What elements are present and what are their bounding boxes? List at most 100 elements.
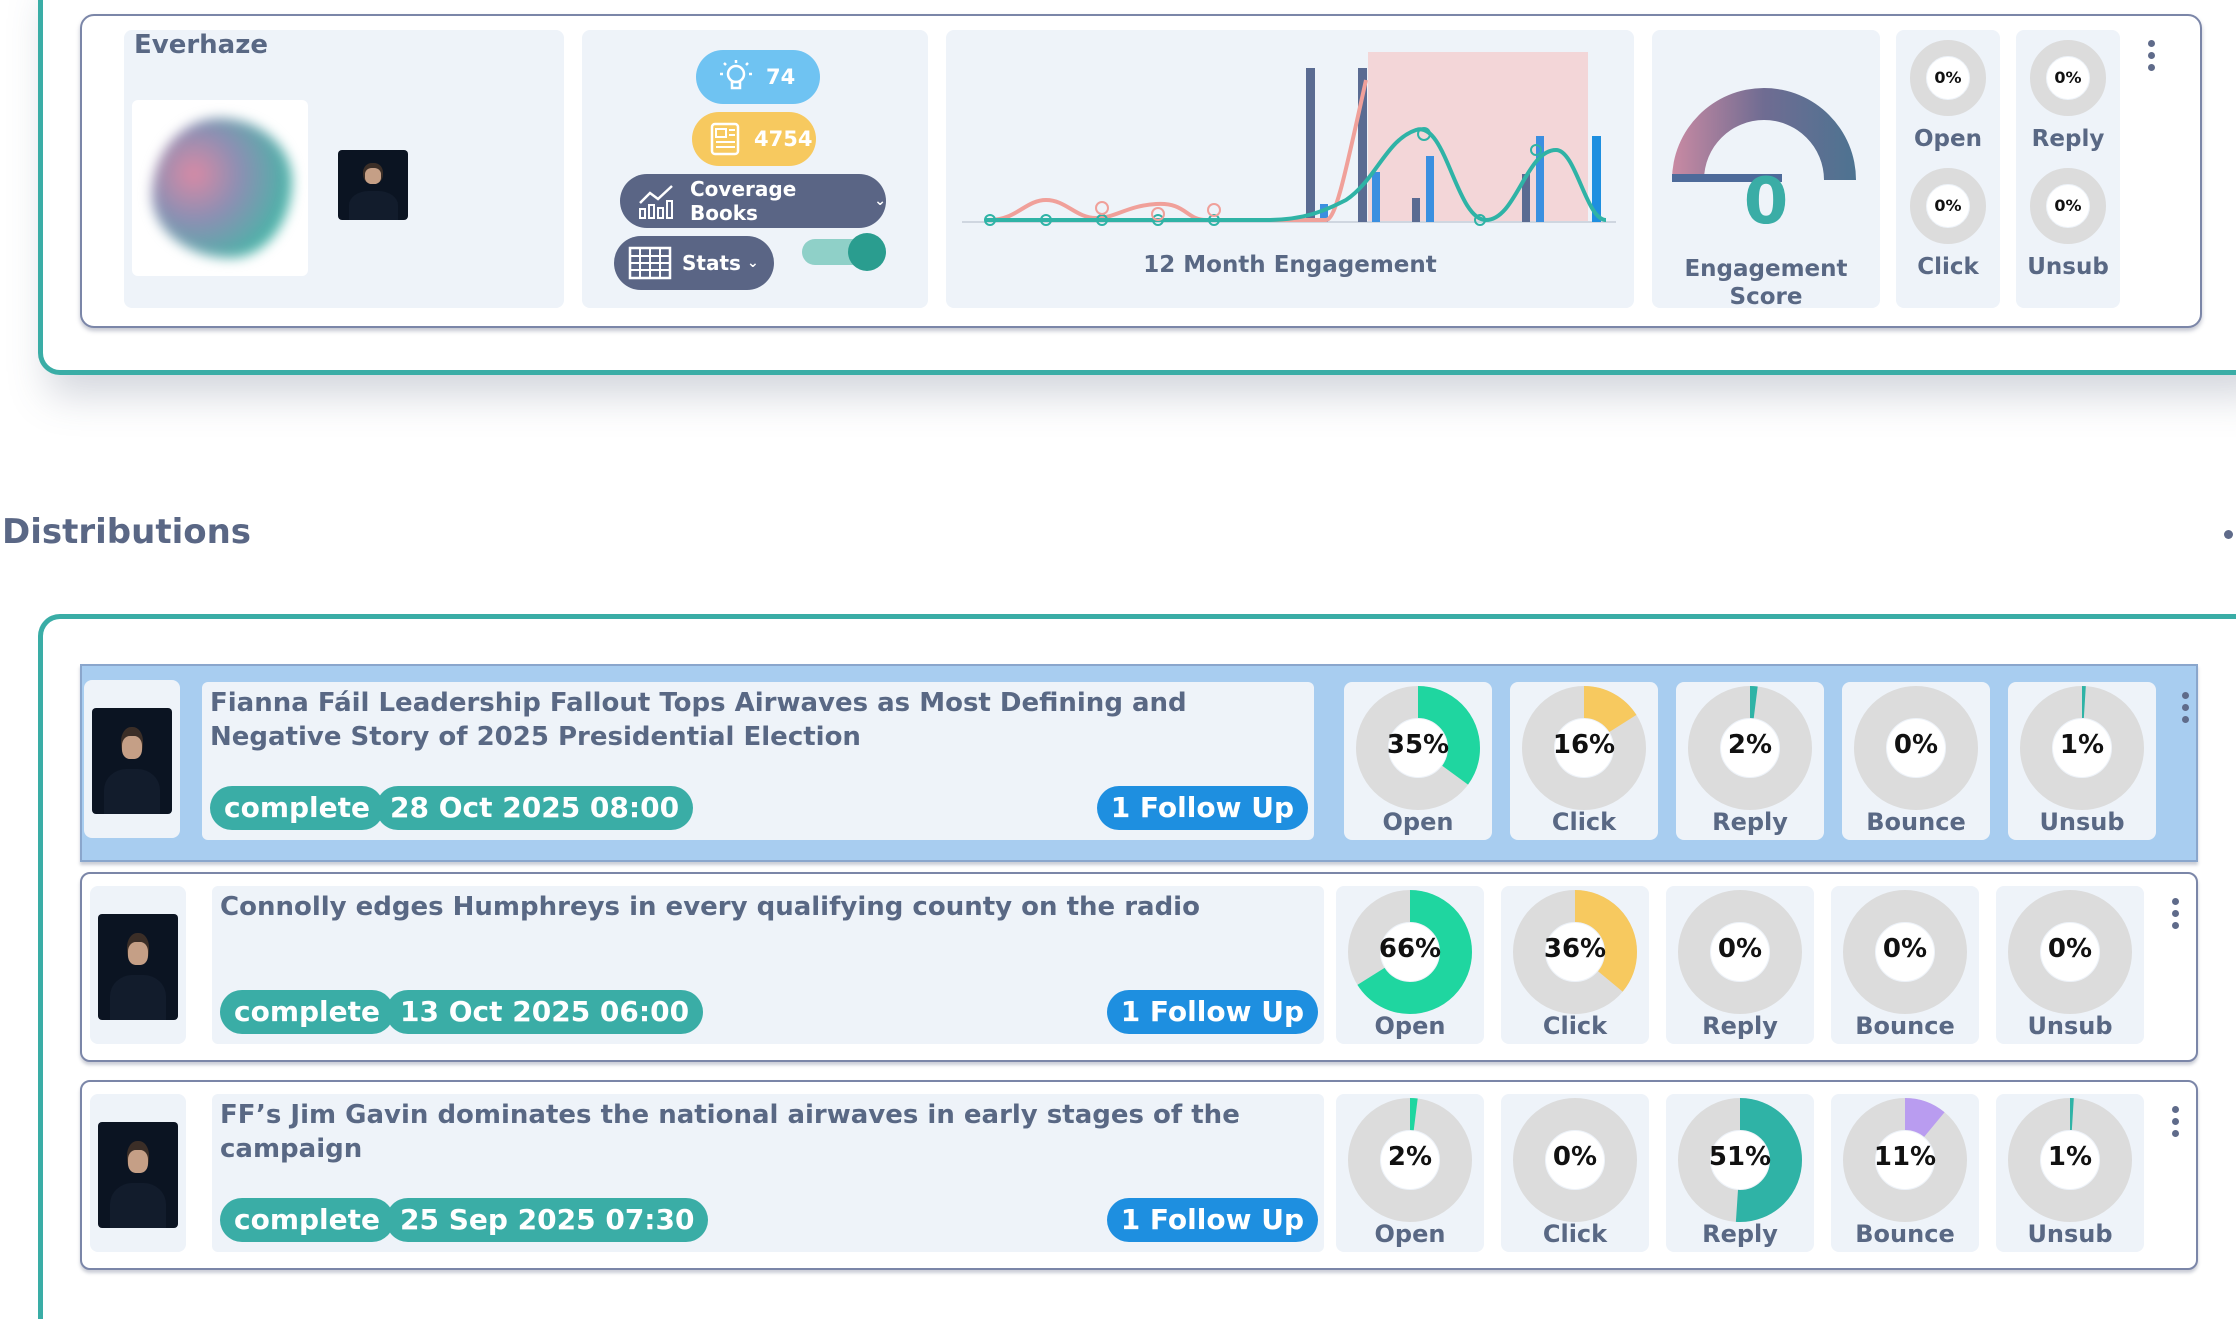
stat-unsub[interactable]: 1% Unsub [1996,1094,2144,1252]
coverage-books-button[interactable]: Coverage Books ⌄ [620,174,886,228]
donut-track [2030,168,2106,244]
author-avatar-box [84,680,180,838]
stat-percent: 16% [1552,730,1616,760]
bar [1358,68,1367,222]
donut-hole [1887,719,1945,777]
stat-unsub[interactable]: 0% Unsub [1996,886,2144,1044]
author-avatar[interactable] [98,1122,178,1228]
engagement-chart [962,52,1616,226]
donut-hole [1546,923,1604,981]
mini-stat-unsub[interactable]: 0% Unsub [2027,166,2109,286]
stat-label: Click [1542,1220,1608,1248]
mini-stat-reply[interactable]: 0% Reply [2028,38,2108,158]
stat-bounce[interactable]: 11% Bounce [1831,1094,1979,1252]
bar [1412,198,1420,222]
score-gauge [1672,88,1856,182]
author-avatar-box [90,1094,186,1252]
stat-percent: 0% [1552,1142,1598,1172]
engagement-chart-panel: 12 Month Engagement [946,30,1634,308]
donut-chart [2030,40,2106,116]
donut-track [2008,890,2132,1014]
section-menu-dot[interactable] [2224,530,2233,539]
mini-stat-label: Unsub [2027,254,2109,280]
row-menu-icon[interactable] [2172,1106,2180,1142]
donut-hole [1721,719,1779,777]
stat-percent: 35% [1386,730,1450,760]
point [1530,144,1542,156]
mini-stat-open[interactable]: 0% Open [1908,38,1988,158]
stat-label: Bounce [1855,1220,1955,1248]
follow-up-button[interactable]: 1 Follow Up [1106,990,1318,1034]
follow-up-button[interactable]: 1 Follow Up [1106,1198,1318,1242]
distribution-row[interactable]: FF’s Jim Gavin dominates the national ai… [80,1080,2198,1270]
donut-chart [1854,686,1978,810]
bar [1522,174,1530,222]
stat-bounce[interactable]: 0% Bounce [1842,682,1990,840]
toggle-knob [848,233,886,271]
stat-click[interactable]: 0% Click [1501,1094,1649,1252]
mini-stat-label: Click [1917,254,1979,280]
author-avatar[interactable] [98,914,178,1020]
stat-click[interactable]: 36% Click [1501,886,1649,1044]
status-badge: complete [220,990,395,1034]
stat-reply[interactable]: 0% Reply [1666,886,1814,1044]
view-toggle[interactable] [802,233,886,271]
distribution-row[interactable]: Connolly edges Humphreys in every qualif… [80,872,2198,1062]
follow-up-button[interactable]: 1 Follow Up [1096,786,1308,830]
donut-chart [1678,890,1802,1014]
stat-percent: 2% [1727,730,1773,760]
donut-arc [1522,686,1646,810]
donut-chart [1910,40,1986,116]
section-title: Distributions [2,512,252,552]
stat-open[interactable]: 35% Open [1344,682,1492,840]
author-avatar[interactable] [92,708,172,814]
distribution-content: FF’s Jim Gavin dominates the national ai… [212,1094,1324,1252]
donut-chart [1688,686,1812,810]
distribution-title[interactable]: Fianna Fáil Leadership Fallout Tops Airw… [210,688,1187,752]
articles-badge[interactable]: 4754 [692,112,816,166]
stat-percent: 0% [2047,934,2093,964]
donut-hole [1381,923,1439,981]
mini-stat-click[interactable]: 0% Click [1908,166,1988,286]
stat-open[interactable]: 2% Open [1336,1094,1484,1252]
donut-arc [1688,686,1812,810]
donut-track [1843,890,1967,1014]
point [1040,214,1052,226]
series-line-teal [986,127,1607,223]
profile-menu-icon[interactable] [2148,40,2156,76]
mini-stat-percent: 0% [1934,68,1962,87]
stat-bounce[interactable]: 0% Bounce [1831,886,1979,1044]
distribution-title[interactable]: FF’s Jim Gavin dominates the national ai… [220,1100,1240,1164]
row-menu-icon[interactable] [2182,692,2190,728]
stat-percent: 2% [1387,1142,1433,1172]
donut-chart [2020,686,2144,810]
donut-hole [1927,57,1969,99]
donut-arc [2020,686,2144,810]
stat-label: Open [1374,1220,1446,1248]
donut-hole [1711,1131,1769,1189]
status-badge: complete [220,1198,395,1242]
row-menu-icon[interactable] [2172,898,2180,934]
mini-stat-percent: 0% [1934,196,1962,215]
profile-card: Everhaze 74 4754 Coverage Books ⌄ Stats … [80,14,2202,328]
distribution-title[interactable]: Connolly edges Humphreys in every qualif… [220,892,1200,922]
profile-avatar[interactable] [338,150,408,220]
stat-open[interactable]: 66% Open [1336,886,1484,1044]
stats-button[interactable]: Stats ⌄ [614,236,774,290]
donut-hole [1381,1131,1439,1189]
stat-label: Bounce [1866,808,1966,836]
point [1151,207,1165,221]
stat-click[interactable]: 16% Click [1510,682,1658,840]
articles-count: 4754 [754,127,813,151]
distribution-content: Fianna Fáil Leadership Fallout Tops Airw… [202,682,1314,840]
stat-unsub[interactable]: 1% Unsub [2008,682,2156,840]
stat-reply[interactable]: 51% Reply [1666,1094,1814,1252]
donut-chart [1348,1098,1472,1222]
distribution-row[interactable]: Fianna Fáil Leadership Fallout Tops Airw… [80,664,2198,862]
ideas-badge[interactable]: 74 [696,50,820,104]
stat-percent: 51% [1708,1142,1772,1172]
donut-chart [1348,890,1472,1014]
stat-percent: 0% [1893,730,1939,760]
stat-reply[interactable]: 2% Reply [1676,682,1824,840]
donut-hole [1876,1131,1934,1189]
